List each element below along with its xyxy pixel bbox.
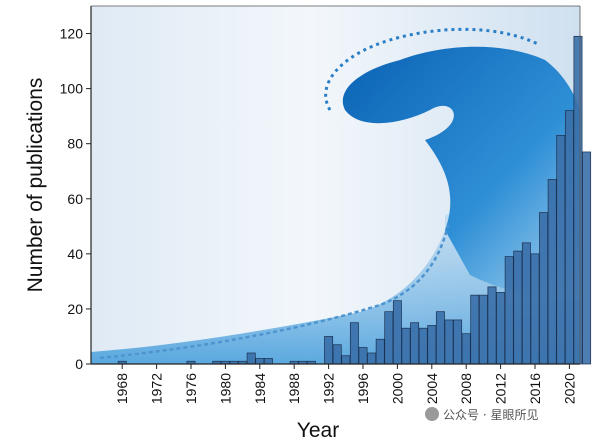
- x-tick-label: 1984: [252, 373, 268, 404]
- bar-2009: [470, 294, 480, 365]
- x-axis-title: Year: [297, 419, 339, 442]
- y-tick-label: 40: [67, 246, 83, 262]
- bar-2012: [496, 292, 506, 365]
- y-tick-label: 80: [67, 136, 83, 152]
- bar-2011: [487, 286, 497, 365]
- x-tick-label: 1996: [355, 373, 371, 404]
- bar-2003: [418, 327, 428, 365]
- bar-2001: [401, 327, 411, 365]
- bar-2022: [582, 151, 592, 365]
- x-tick-label: 2016: [527, 373, 543, 404]
- y-ticks: 0 20 40 60 80 100 120: [60, 26, 91, 372]
- y-tick-label: 0: [75, 356, 83, 372]
- x-tick-label: 1972: [149, 373, 165, 404]
- y-tick-label: 120: [60, 26, 84, 42]
- bar-2020: [564, 110, 574, 365]
- x-tick-label: 1980: [217, 373, 233, 404]
- bar-2004: [427, 325, 437, 365]
- bar-1998: [375, 338, 385, 365]
- x-tick-label: 1988: [286, 373, 302, 404]
- bar-1997: [367, 352, 377, 365]
- bar-2008: [461, 333, 471, 365]
- wave-foam: [99, 224, 450, 360]
- bar-1994: [341, 355, 351, 365]
- x-tick-label: 1968: [114, 373, 130, 404]
- wave-crest: [342, 46, 580, 301]
- bar-2016: [530, 253, 540, 365]
- bar-2019: [556, 135, 566, 365]
- y-axis-title: Number of publications: [24, 78, 47, 293]
- bar-2010: [478, 294, 488, 365]
- bar-2000: [392, 300, 402, 365]
- wave-spray: [324, 27, 541, 111]
- bar-2017: [539, 212, 549, 365]
- x-tick-label: 1976: [183, 373, 199, 404]
- bar-1983: [246, 352, 256, 365]
- y-tick-label: 100: [60, 81, 84, 97]
- bar-1995: [349, 322, 359, 365]
- bar-2021: [573, 35, 583, 365]
- bar-2014: [513, 250, 523, 365]
- bar-1993: [332, 344, 342, 365]
- wave-background: [91, 6, 580, 364]
- bar-2006: [444, 319, 454, 365]
- bar-2005: [435, 311, 445, 365]
- bar-2002: [410, 322, 420, 365]
- bar-2013: [504, 256, 514, 365]
- bar-2015: [521, 242, 531, 365]
- y-tick-label: 20: [67, 301, 83, 317]
- bar-1996: [358, 347, 368, 365]
- bar-1999: [384, 311, 394, 365]
- bar-1985: [263, 358, 273, 365]
- watermark: 公众号 · 星眼所见: [425, 406, 538, 423]
- wechat-icon: [425, 407, 439, 421]
- bar-2018: [547, 179, 557, 365]
- x-tick-label: 2012: [493, 373, 509, 404]
- x-tick-label: 2000: [389, 373, 405, 404]
- y-tick-label: 60: [67, 191, 83, 207]
- x-tick-label: 2020: [561, 373, 577, 404]
- x-tick-label: 2004: [424, 373, 440, 404]
- watermark-text: 公众号 · 星眼所见: [443, 408, 539, 422]
- x-tick-label: 1992: [321, 373, 337, 404]
- bar-1992: [324, 336, 334, 365]
- bar-1984: [255, 358, 265, 365]
- x-ticks: 1968 1972 1976 1980 1984 1988 1992 1996 2000 2004…: [114, 364, 577, 404]
- x-tick-label: 2008: [458, 373, 474, 404]
- bar-2007: [453, 319, 463, 365]
